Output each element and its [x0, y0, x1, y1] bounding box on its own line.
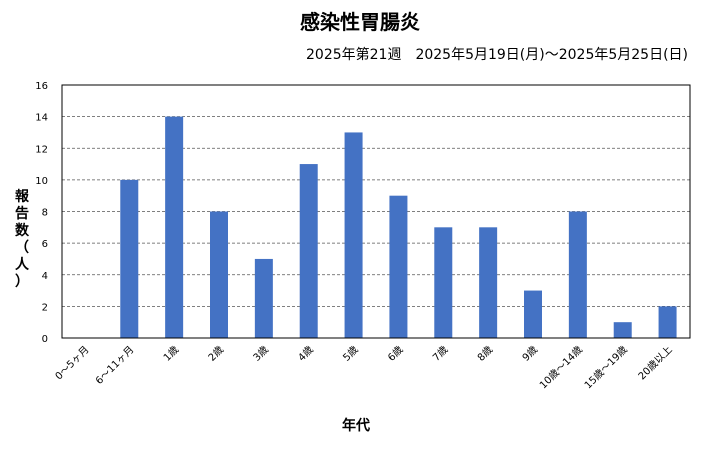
y-tick-label: 12 [35, 144, 48, 155]
x-tick-label: 8歳 [475, 344, 495, 364]
y-tick-label: 16 [35, 81, 48, 92]
x-tick-label: 0～5ヶ月 [53, 344, 92, 383]
x-tick-label: 7歳 [430, 344, 450, 364]
y-tick-label: 14 [35, 113, 48, 124]
y-tick-label: 0 [42, 334, 48, 345]
bar [568, 211, 587, 338]
bar [479, 227, 498, 338]
bar [434, 227, 453, 338]
y-tick-label: 6 [42, 239, 48, 250]
x-axis-label: 年代 [342, 417, 370, 434]
bar [658, 306, 677, 338]
x-tick-label: 2歳 [206, 344, 226, 364]
y-tick-label: 8 [42, 208, 48, 219]
y-axis-label: 報告数（人） [15, 188, 30, 290]
y-tick-labels: 0 2 4 6 8 10 12 14 16 [35, 81, 48, 345]
chart-title: 感染性胃腸炎 [300, 10, 420, 34]
y-tick-label: 10 [35, 176, 48, 187]
y-tick-label: 4 [42, 271, 48, 282]
grid-lines [62, 116, 690, 307]
y-tick-label: 2 [42, 302, 48, 313]
bars [120, 116, 677, 338]
chart-subtitle: 2025年第21週 2025年5月19日(月)～2025年5月25日(日) [306, 47, 688, 63]
x-tick-label: 6歳 [385, 344, 405, 364]
bar [389, 195, 408, 338]
bar [210, 211, 228, 338]
bar [165, 116, 184, 338]
x-tick-labels: 0～5ヶ月 6～11ヶ月 1歳 2歳 3歳 4歳 5歳 6歳 7歳 8歳 9歳10歳～14歳15歳～… [53, 344, 675, 392]
bar [344, 132, 363, 338]
bar [299, 164, 318, 338]
x-tick-label: 9歳 [520, 344, 540, 364]
x-tick-label: 20歳以上 [636, 344, 675, 383]
x-tick-label: 6～11ヶ月 [93, 344, 136, 387]
x-tick-label: 15歳～19歳 [582, 344, 630, 392]
x-tick-label: 10歳～14歳 [537, 344, 585, 392]
x-tick-label: 5歳 [341, 344, 361, 364]
x-tick-label: 1歳 [161, 344, 181, 364]
bar [613, 322, 632, 338]
plot-frame [61, 84, 691, 339]
x-tick-label: 3歳 [251, 344, 271, 364]
x-tick-label: 4歳 [296, 344, 316, 364]
bar [120, 179, 139, 338]
bar [524, 290, 542, 338]
bar [254, 258, 273, 338]
